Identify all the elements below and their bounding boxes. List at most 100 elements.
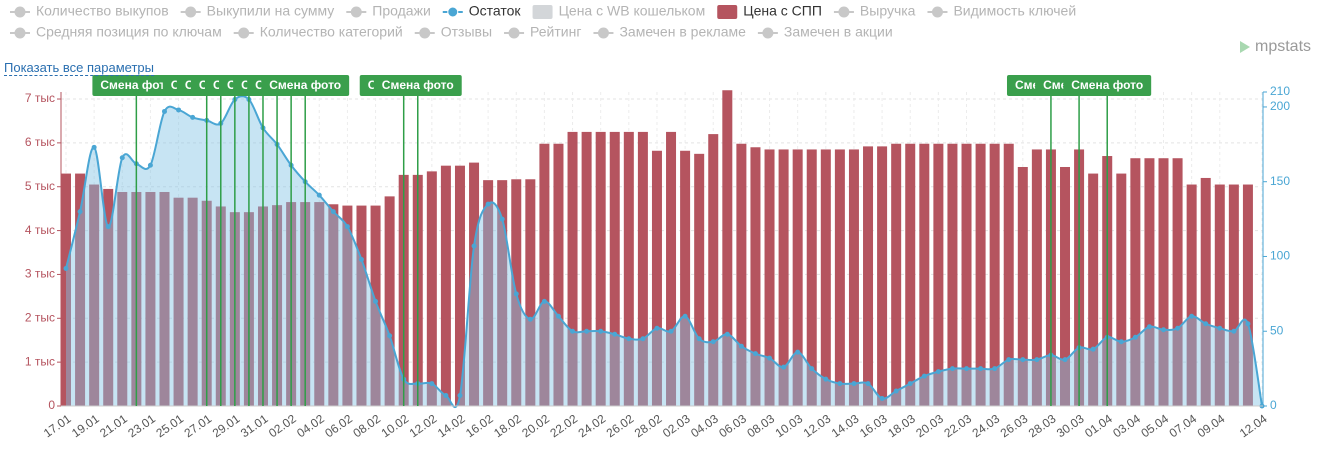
point xyxy=(724,331,730,337)
point xyxy=(499,216,505,222)
point xyxy=(387,333,393,339)
bar xyxy=(581,131,592,406)
point xyxy=(1062,357,1068,363)
bar xyxy=(1088,173,1099,406)
x-tick-label: 07.04 xyxy=(1167,411,1200,440)
x-tick-label: 12.04 xyxy=(1237,411,1270,440)
legend-item[interactable]: Количество выкупов xyxy=(10,3,169,19)
bar xyxy=(1200,177,1211,406)
annotation: Смена фото xyxy=(373,75,462,96)
bar xyxy=(778,149,789,407)
legend-item[interactable]: Продажи xyxy=(346,3,431,19)
point xyxy=(1118,339,1124,345)
x-tick-label: 25.01 xyxy=(153,411,186,440)
legend-item[interactable]: Цена с WB кошельком xyxy=(532,3,706,19)
legend-item[interactable]: Замечен в акции xyxy=(757,24,893,40)
legend-item[interactable]: Цена с СПП xyxy=(717,3,822,19)
annotation-box xyxy=(373,75,462,96)
bar xyxy=(342,205,353,406)
legend-marker xyxy=(931,6,943,18)
bar xyxy=(187,197,198,406)
legend-item[interactable]: Выкупили на сумму xyxy=(180,3,335,19)
point xyxy=(752,351,758,357)
bar xyxy=(736,143,747,406)
point xyxy=(949,366,955,372)
x-tick-label: 16.02 xyxy=(463,411,496,440)
point xyxy=(668,328,674,334)
x-tick-label: 22.02 xyxy=(547,411,580,440)
legend-item[interactable]: Отзывы xyxy=(414,24,492,40)
x-tick-label: 18.02 xyxy=(491,411,524,440)
point xyxy=(837,381,843,387)
annotation: Смена фото xyxy=(1063,75,1152,96)
legend-marker xyxy=(350,6,362,18)
bar xyxy=(651,150,662,406)
bar xyxy=(609,131,620,406)
annotation-label: Смена фото xyxy=(1071,78,1143,92)
point xyxy=(1217,325,1223,331)
point xyxy=(105,224,111,230)
x-tick-label: 28.03 xyxy=(1026,411,1059,440)
bar xyxy=(975,143,986,406)
bar xyxy=(1060,166,1071,406)
annotation-label: Смена фото xyxy=(382,78,454,92)
bar xyxy=(103,188,114,406)
y-tick-label: 1 тыс xyxy=(25,354,55,368)
point xyxy=(147,162,153,168)
point xyxy=(1006,357,1012,363)
bar xyxy=(989,143,1000,406)
point xyxy=(1034,357,1040,363)
y2-tick-label: 0 xyxy=(1270,398,1277,412)
legend-label: Выкупили на сумму xyxy=(207,3,335,19)
legend-label: Отзывы xyxy=(441,24,492,40)
legend-item[interactable]: Остаток xyxy=(442,3,522,19)
logo: mpstats xyxy=(1240,38,1311,55)
bar xyxy=(623,131,634,406)
x-tick-label: 02.02 xyxy=(266,411,299,440)
x-tick-label: 12.03 xyxy=(801,411,834,440)
annotation-box xyxy=(261,75,350,96)
bar xyxy=(595,131,606,406)
bar xyxy=(1158,158,1169,406)
legend-item[interactable]: Видимость ключей xyxy=(927,3,1076,19)
bar xyxy=(863,146,874,406)
point xyxy=(1189,313,1195,319)
x-tick-label: 09.04 xyxy=(1195,411,1228,440)
legend-item[interactable]: Средняя позиция по ключам xyxy=(10,24,222,40)
bar xyxy=(764,149,775,407)
bar xyxy=(820,149,831,407)
point xyxy=(598,328,604,334)
annotation: Смена фото xyxy=(261,75,350,96)
legend-item[interactable]: Выручка xyxy=(833,3,916,19)
point xyxy=(964,366,970,372)
bar xyxy=(947,143,958,406)
bar xyxy=(919,143,930,406)
point xyxy=(626,336,632,342)
point xyxy=(513,291,519,297)
legend-item[interactable]: Рейтинг xyxy=(504,24,581,40)
bar xyxy=(1116,173,1127,406)
legend-label: Замечен в рекламе xyxy=(619,24,746,40)
legend-item[interactable]: Замечен в рекламе xyxy=(593,24,746,40)
point xyxy=(443,393,449,399)
point xyxy=(330,209,336,215)
bar xyxy=(525,179,536,406)
point xyxy=(738,343,744,349)
bar xyxy=(1242,184,1253,406)
point xyxy=(316,192,322,198)
legend-item[interactable]: Количество категорий xyxy=(233,24,403,40)
legend-label: Замечен в акции xyxy=(784,24,893,40)
bar xyxy=(89,184,100,406)
logo-icon xyxy=(1240,41,1250,53)
legend-label: Видимость ключей xyxy=(953,3,1076,19)
point xyxy=(1231,328,1237,334)
x-tick-label: 24.02 xyxy=(576,411,609,440)
point xyxy=(935,369,941,375)
x-tick-label: 31.01 xyxy=(238,411,271,440)
bar xyxy=(173,197,184,406)
legend-label: Цена с WB кошельком xyxy=(559,3,706,19)
point xyxy=(1161,327,1167,333)
bar xyxy=(1130,158,1141,406)
show-params-link[interactable]: Показать все параметры xyxy=(4,60,154,76)
x-tick-label: 17.01 xyxy=(41,411,74,440)
